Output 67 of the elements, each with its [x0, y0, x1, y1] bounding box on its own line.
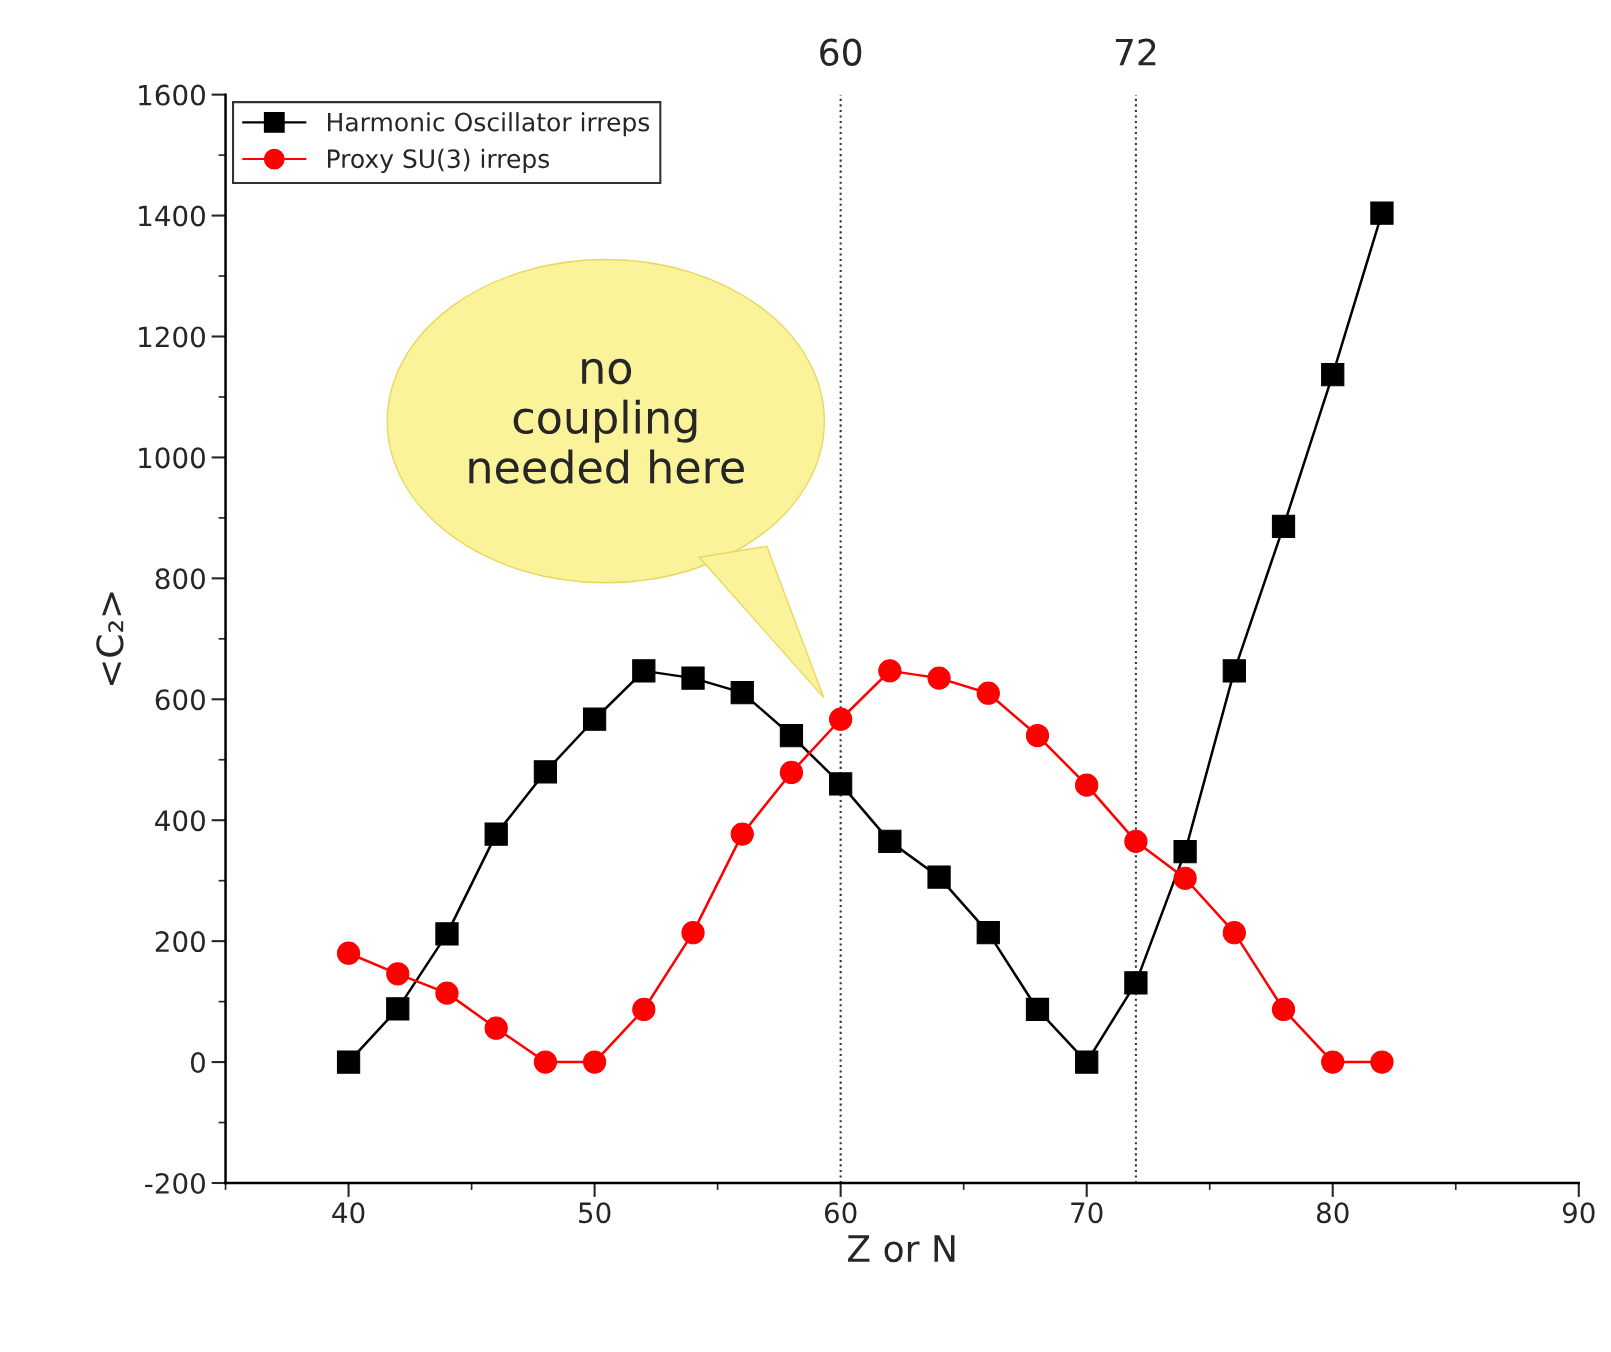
- point: [1075, 773, 1099, 797]
- y-tick-label: 800: [155, 568, 205, 590]
- y-tick-label: 1400: [139, 205, 205, 227]
- point: [336, 941, 361, 965]
- point: [681, 666, 705, 690]
- x-tick-label: 60: [824, 1202, 857, 1224]
- x-tick-label: 40: [332, 1202, 365, 1224]
- point: [779, 723, 804, 748]
- y-tick-label: 200: [155, 931, 205, 953]
- point: [730, 822, 754, 846]
- point: [1075, 1050, 1099, 1074]
- point: [386, 962, 410, 986]
- x-tick-label: 90: [1562, 1202, 1595, 1224]
- point: [582, 1050, 607, 1074]
- point: [484, 1016, 508, 1040]
- point: [435, 981, 459, 1005]
- point: [829, 707, 853, 731]
- point: [1124, 971, 1148, 995]
- y-tick-label: 0: [190, 1052, 205, 1074]
- point: [582, 707, 607, 731]
- point: [1321, 362, 1345, 387]
- point: [1173, 866, 1197, 890]
- point: [1321, 1050, 1345, 1074]
- y-tick-label: 1600: [139, 84, 205, 106]
- legend-label: Harmonic Oscillator irreps: [327, 112, 650, 137]
- point: [829, 772, 853, 796]
- point: [878, 659, 902, 683]
- annotation: no coupling needed here: [469, 358, 744, 484]
- x-tick-label: 50: [579, 1202, 611, 1224]
- y-tick-label: 400: [155, 810, 205, 832]
- y-tick-label: 600: [155, 689, 205, 711]
- legend-label: Proxy SU(3) irreps: [327, 148, 550, 174]
- point: [730, 681, 754, 705]
- point: [386, 997, 410, 1021]
- point: [533, 1050, 558, 1074]
- point: [1025, 997, 1050, 1022]
- y-tick-label: 1000: [139, 447, 205, 469]
- point: [484, 822, 508, 846]
- x-axis-title: Z or N: [847, 1235, 955, 1263]
- point: [1271, 997, 1296, 1022]
- point: [533, 760, 558, 784]
- point: [1370, 201, 1394, 225]
- point: [681, 921, 705, 945]
- point: [927, 865, 951, 889]
- point: [336, 1050, 361, 1074]
- point: [1124, 829, 1148, 854]
- point: [632, 659, 656, 683]
- point: [435, 922, 459, 946]
- point: [1222, 659, 1246, 683]
- y-tick-label: 1200: [139, 326, 205, 348]
- point: [927, 666, 951, 690]
- y-axis-title: <C₂>: [96, 592, 124, 686]
- x-tick-label: 70: [1071, 1202, 1103, 1224]
- point: [976, 681, 1000, 705]
- point: [1173, 840, 1197, 864]
- y-tick-label: -200: [145, 1172, 205, 1194]
- point: [1271, 514, 1296, 538]
- point: [1025, 723, 1050, 748]
- ref-line-label: 72: [1115, 38, 1156, 66]
- point: [976, 921, 1000, 945]
- point: [1370, 1050, 1394, 1074]
- point: [779, 760, 804, 785]
- point: [878, 829, 902, 854]
- ref-line-label: 60: [820, 38, 862, 66]
- point: [632, 997, 656, 1022]
- x-tick-label: 80: [1316, 1202, 1349, 1224]
- point: [1222, 921, 1246, 945]
